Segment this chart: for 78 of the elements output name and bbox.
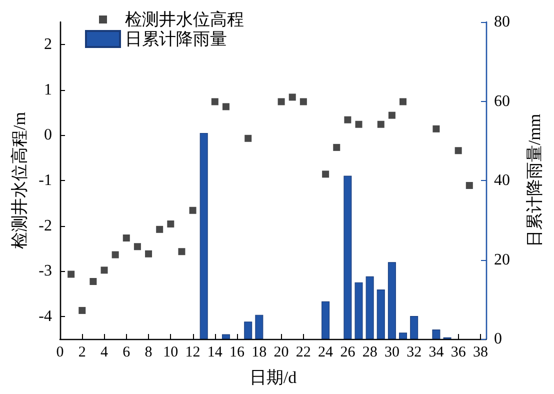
point: [134, 243, 141, 250]
y-tick-label: -2: [38, 217, 52, 234]
legend-label: 日累计降雨量: [125, 30, 227, 48]
point: [432, 125, 440, 132]
bar: [376, 289, 385, 339]
point: [355, 120, 362, 128]
point: [222, 103, 230, 110]
point: [145, 250, 152, 258]
y-tick-label: 1: [44, 81, 52, 98]
y-tick-label: 2: [44, 36, 52, 54]
y2-tick-label: 20: [494, 251, 510, 268]
point: [78, 306, 86, 314]
x-tick-label: 16: [230, 344, 246, 360]
bar: [432, 329, 440, 339]
x-tick-label: 32: [406, 344, 422, 360]
y2-tick-label: 40: [494, 172, 510, 189]
point: [333, 144, 340, 151]
x-tick-label: 2: [78, 344, 86, 360]
point: [244, 134, 252, 142]
x-axis-title: 日期/d: [249, 368, 298, 387]
x-tick-label: 22: [296, 344, 311, 360]
point: [400, 98, 407, 106]
y-tick-label: 0: [44, 126, 52, 144]
x-tick-label: 26: [340, 344, 356, 360]
bar: [354, 282, 363, 339]
x-tick-label: 0: [56, 344, 64, 360]
x-tick-label: 18: [252, 344, 267, 360]
bar: [244, 322, 252, 339]
x-tick-label: 4: [100, 344, 109, 360]
point: [178, 248, 186, 256]
y-axis-title: 检测井水位高程/m: [10, 112, 29, 249]
point: [167, 220, 174, 228]
y2-tick-label: 80: [494, 14, 510, 30]
legend-label: 检测井水位高程: [125, 10, 244, 29]
point: [377, 120, 384, 128]
x-tick-label: 8: [144, 344, 152, 360]
point: [189, 206, 196, 214]
bar: [366, 276, 374, 339]
x-tick-label: 36: [450, 344, 466, 360]
bar: [322, 301, 330, 339]
x-tick-label: 6: [122, 344, 131, 360]
y2-tick-label: 60: [494, 92, 510, 110]
point: [211, 98, 218, 106]
bar: [255, 314, 264, 339]
point: [122, 234, 130, 242]
x-tick-label: 14: [207, 344, 223, 360]
bar: [399, 332, 408, 339]
point: [388, 112, 396, 119]
point: [100, 266, 108, 274]
bar: [222, 334, 230, 339]
x-tick-label: 20: [274, 344, 289, 360]
point: [344, 116, 352, 124]
y-tick-label: -4: [38, 308, 52, 325]
point: [68, 270, 75, 278]
x-tick-label: 38: [472, 344, 488, 360]
point: [156, 226, 164, 233]
point: [322, 170, 330, 178]
x-tick-label: 10: [163, 344, 178, 360]
y-tick-label: -3: [38, 262, 52, 280]
bar: [410, 316, 418, 339]
bar: [200, 132, 208, 339]
point: [90, 278, 97, 285]
y-tick-label: -1: [38, 172, 52, 189]
y2-tick-label: 0: [494, 330, 502, 348]
x-tick-label: 30: [384, 344, 400, 360]
point: [454, 147, 462, 154]
point: [466, 182, 473, 189]
point: [112, 251, 119, 258]
x-tick-label: 24: [318, 344, 334, 360]
point: [278, 98, 285, 106]
x-tick-label: 34: [428, 344, 444, 360]
point: [288, 94, 296, 101]
bar: [388, 262, 396, 339]
point: [300, 98, 307, 106]
bar: [344, 176, 352, 339]
x-tick-label: 12: [185, 344, 200, 360]
y2-axis-title: 日累计降雨量/mm: [525, 114, 544, 248]
x-tick-label: 28: [362, 344, 378, 360]
